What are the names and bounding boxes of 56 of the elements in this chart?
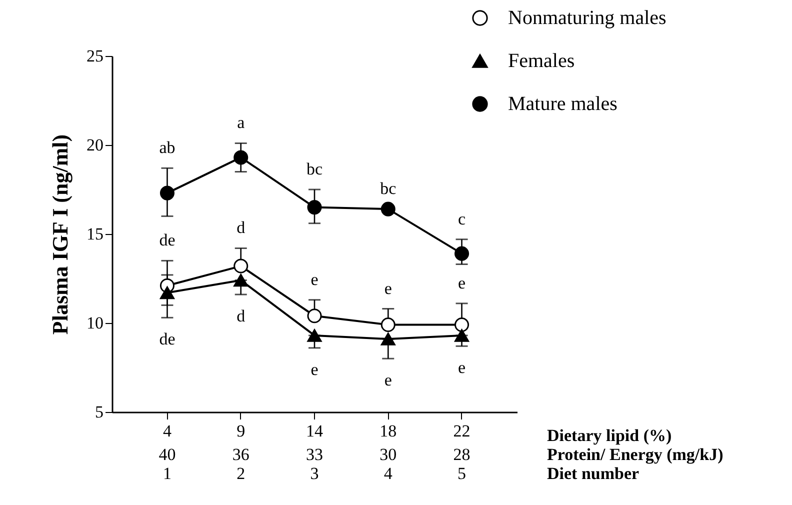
x-tick-label: 22 (453, 422, 470, 440)
annotation: a (237, 113, 246, 132)
text: 40 (158, 445, 176, 464)
text: 5 (458, 464, 466, 483)
y-tick-label: 25 (86, 46, 104, 66)
y-tick-label: 10 (86, 314, 104, 332)
annotation: e (458, 358, 466, 378)
point (454, 318, 470, 332)
annotation: d (236, 218, 246, 238)
y-tick-label: 5 (95, 402, 104, 422)
text: 3 (310, 464, 319, 483)
x-tick-label: 4 (162, 422, 172, 440)
text: 28 (453, 445, 470, 464)
point (454, 246, 470, 261)
point (380, 202, 396, 216)
text: 36 (232, 445, 250, 464)
text: 30 (380, 445, 397, 464)
point (160, 186, 174, 200)
annotation: e (458, 273, 466, 292)
point (307, 200, 322, 215)
point (307, 329, 322, 342)
annotation: bc (380, 179, 397, 198)
point (307, 308, 322, 324)
y-tick-label: 20 (86, 136, 104, 154)
point (160, 286, 174, 300)
point (380, 318, 396, 332)
x-tick-label: 18 (380, 422, 397, 440)
point (454, 329, 470, 342)
annotation: d (236, 306, 246, 326)
annotation: e (384, 370, 392, 390)
y-tick-label: 15 (86, 224, 104, 244)
text: 4 (384, 464, 393, 483)
point (380, 332, 396, 346)
annotation: de (159, 230, 176, 250)
text: 33 (306, 445, 323, 464)
x-tick-label: 9 (236, 422, 246, 440)
legend-label: Mature males (508, 93, 618, 115)
annotation: de (159, 330, 176, 349)
legend-label: Nonmaturing males (508, 7, 667, 29)
text: Diet number (547, 464, 640, 483)
annotation: e (310, 360, 318, 379)
annotation: e (384, 278, 392, 298)
text: 2 (236, 464, 246, 483)
legend-label: Females (508, 50, 575, 72)
point (234, 150, 248, 165)
annotation: ab (159, 138, 176, 158)
text: Protein/ Energy (mg/kJ) (547, 445, 724, 464)
annotation: bc (306, 160, 323, 178)
x-tick-label: 14 (306, 422, 324, 440)
y-axis-title: Plasma IGF I (ng/ml) (48, 134, 72, 335)
text: 1 (162, 464, 172, 483)
annotation: e (310, 270, 318, 289)
point (234, 274, 248, 287)
x-axis-title: Dietary lipid (%) (547, 426, 672, 445)
point (234, 258, 248, 274)
annotation: c (458, 209, 466, 228)
